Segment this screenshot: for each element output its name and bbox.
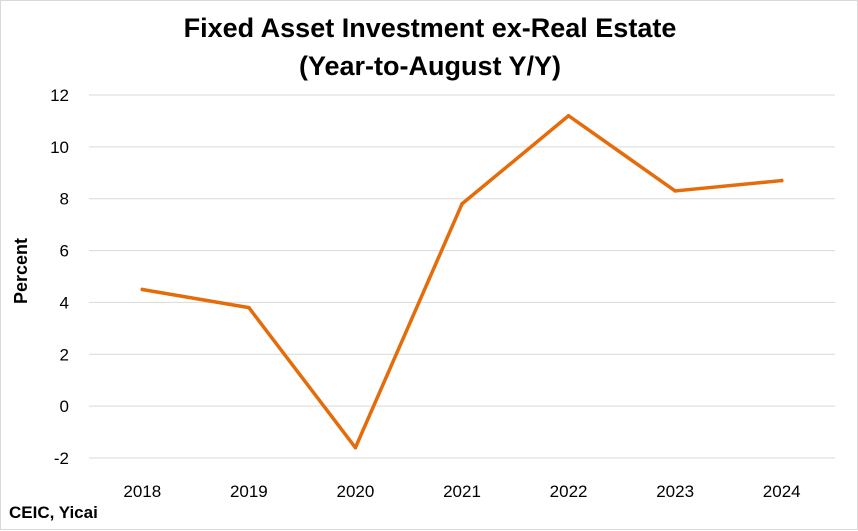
data-point	[247, 305, 251, 310]
source-note: CEIC, Yicai	[9, 503, 98, 522]
gridlines	[89, 94, 835, 459]
y-tick-label: 0	[60, 397, 69, 416]
data-point	[566, 113, 571, 118]
y-tick-label: 12	[50, 86, 69, 105]
x-tick-label: 2024	[763, 482, 801, 501]
x-tick-label: 2018	[123, 482, 161, 501]
chart-title-line-2: (Year-to-August Y/Y)	[298, 51, 562, 81]
data-point	[673, 189, 677, 193]
data-point	[779, 178, 784, 183]
y-tick-label: -2	[54, 449, 69, 468]
y-tick-label: 10	[50, 138, 69, 157]
series-line	[140, 113, 784, 450]
x-axis-ticks: 2018 2019 2020 2021 2022 2023 2024	[123, 482, 800, 501]
x-tick-label: 2021	[443, 482, 481, 501]
chart-title: Fixed Asset Investment ex-Real Estate (Y…	[1, 9, 858, 85]
y-tick-label: 6	[60, 242, 69, 261]
data-point	[460, 202, 464, 206]
x-tick-label: 2019	[230, 482, 268, 501]
y-tick-label: 4	[60, 293, 69, 312]
y-tick-label: 2	[60, 345, 69, 364]
series-group	[140, 113, 784, 450]
x-tick-label: 2022	[550, 482, 588, 501]
y-axis-label: Percent	[11, 238, 31, 304]
chart-title-line-1: Fixed Asset Investment ex-Real Estate	[183, 13, 677, 43]
y-tick-label: 8	[60, 190, 69, 209]
x-tick-label: 2023	[656, 482, 694, 501]
y-axis-ticks: -2 0 2 4 6 8 10 12	[50, 86, 69, 468]
x-tick-label: 2020	[337, 482, 375, 501]
data-point	[140, 287, 145, 292]
data-point	[353, 445, 358, 450]
